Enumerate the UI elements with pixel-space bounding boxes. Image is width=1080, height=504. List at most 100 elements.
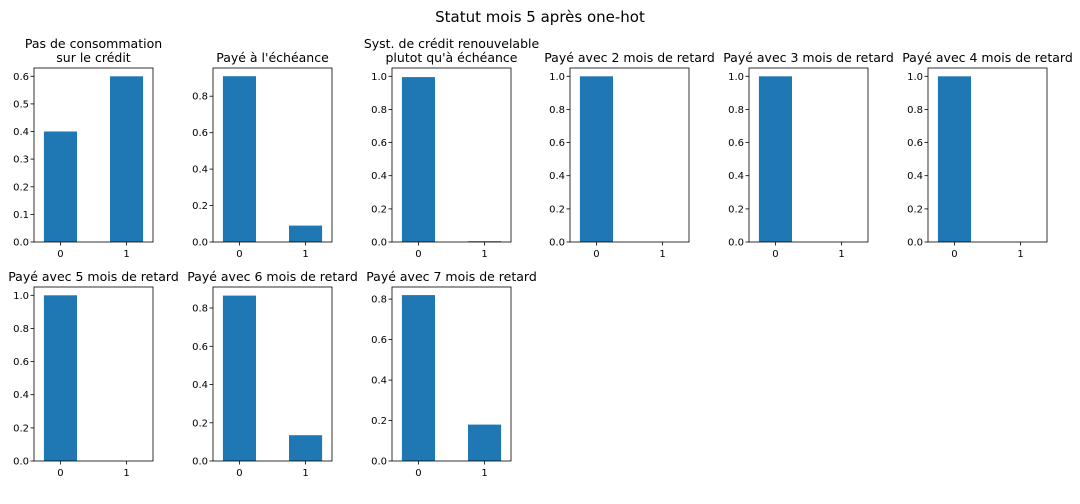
subplot-title: Payé avec 2 mois de retard	[544, 50, 715, 65]
y-tick-label: 0.2	[13, 423, 29, 434]
axes-frame	[748, 67, 869, 243]
bar-0	[937, 76, 971, 242]
x-tick-label: 0	[57, 468, 63, 479]
x-tick-label: 1	[123, 249, 129, 260]
y-tick-label: 0.0	[728, 238, 744, 249]
bar-0	[222, 76, 256, 242]
subplot-5: 0.0 0.2 0.4 0.6 0.8 1.0 0 1 Payé avec 3 mois de …	[723, 50, 894, 260]
y-tick-label: 0.4	[192, 165, 208, 176]
y-tick-label: 0.4	[371, 376, 387, 387]
x-tick-label: 0	[415, 468, 421, 479]
y-tick-label: 0.2	[728, 204, 744, 215]
subplot-4: 0.0 0.2 0.4 0.6 0.8 1.0 0 1 Payé avec 2 mois de …	[544, 50, 715, 260]
bar-0	[222, 295, 256, 461]
y-tick-label: 0.6	[371, 138, 387, 149]
bar-0	[401, 77, 435, 242]
y-tick-label: 0.2	[192, 418, 208, 429]
y-tick-label: 0.0	[371, 238, 387, 249]
y-tick-label: 0.8	[13, 324, 29, 335]
y-tick-label: 0.4	[192, 380, 208, 391]
y-tick-label: 0.0	[371, 457, 387, 468]
y-tick-label: 0.5	[13, 99, 29, 110]
subplot-9: 0.0 0.2 0.4 0.6 0.8 0 1 Payé avec 7 mois de ret…	[366, 269, 537, 479]
axes-frame	[33, 67, 154, 243]
y-tick-label: 0.6	[13, 72, 29, 83]
y-tick-label: 0.2	[192, 201, 208, 212]
y-tick-label: 0.2	[13, 182, 29, 193]
y-tick-label: 0.8	[371, 295, 387, 306]
bar-1	[110, 76, 144, 242]
subplot-title: Payé à l'échéance	[216, 50, 329, 65]
y-tick-label: 0.0	[907, 238, 923, 249]
bar-1	[468, 424, 502, 461]
y-tick-label: 0.1	[13, 210, 29, 221]
y-tick-label: 0.0	[192, 238, 208, 249]
bar-1	[289, 435, 323, 461]
y-tick-label: 0.6	[907, 138, 923, 149]
bar-0	[43, 131, 77, 242]
y-tick-label: 0.4	[907, 171, 923, 182]
subplot-7: 0.0 0.2 0.4 0.6 0.8 1.0 0 1 Payé avec 5 mois de …	[8, 269, 179, 479]
x-tick-label: 0	[951, 249, 957, 260]
subplot-8: 0.0 0.2 0.4 0.6 0.8 0 1 Payé avec 6 mois de ret…	[187, 269, 358, 479]
y-tick-label: 0.6	[13, 357, 29, 368]
x-tick-label: 1	[659, 249, 665, 260]
subplot-title: Syst. de crédit renouvelable plutot qu'à …	[364, 36, 540, 65]
y-tick-label: 0.0	[13, 238, 29, 249]
y-tick-label: 0.8	[907, 105, 923, 116]
y-tick-label: 0.0	[549, 238, 565, 249]
subplot-2: 0.0 0.2 0.4 0.6 0.8 0 1 Payé à l'échéance	[192, 50, 333, 260]
y-tick-label: 0.6	[728, 138, 744, 149]
y-tick-label: 1.0	[371, 72, 387, 83]
y-tick-label: 0.6	[192, 128, 208, 139]
y-tick-label: 0.0	[192, 457, 208, 468]
x-tick-label: 1	[1017, 249, 1023, 260]
x-tick-label: 1	[123, 468, 129, 479]
y-tick-label: 1.0	[13, 291, 29, 302]
axes-frame	[391, 67, 512, 243]
y-tick-label: 0.8	[728, 105, 744, 116]
axes-frame	[212, 67, 333, 243]
x-tick-label: 1	[302, 249, 308, 260]
y-tick-label: 1.0	[728, 72, 744, 83]
x-tick-label: 1	[481, 249, 487, 260]
bar-0	[401, 295, 435, 461]
axes-frame	[569, 67, 690, 243]
x-tick-label: 1	[481, 468, 487, 479]
y-tick-label: 0.0	[13, 457, 29, 468]
subplot-title: Payé avec 4 mois de retard	[902, 50, 1073, 65]
y-tick-label: 0.8	[549, 105, 565, 116]
subplot-title: Pas de consommation sur le crédit	[25, 36, 162, 65]
y-tick-label: 1.0	[549, 72, 565, 83]
y-tick-label: 0.8	[371, 105, 387, 116]
y-tick-label: 0.4	[13, 390, 29, 401]
y-tick-label: 0.6	[549, 138, 565, 149]
y-tick-label: 0.8	[192, 304, 208, 315]
subplot-1: 0.0 0.1 0.2 0.3 0.4 0.5 0.6 0 1 Pas de consommati…	[13, 36, 162, 260]
subplot-title: Payé avec 5 mois de retard	[8, 269, 179, 284]
y-tick-label: 0.3	[13, 155, 29, 166]
x-tick-label: 0	[236, 249, 242, 260]
y-tick-label: 0.4	[13, 127, 29, 138]
bar-0	[579, 76, 613, 242]
y-tick-label: 0.2	[371, 204, 387, 215]
y-tick-label: 0.2	[371, 416, 387, 427]
subplot-title: Payé avec 3 mois de retard	[723, 50, 894, 65]
x-tick-label: 1	[302, 468, 308, 479]
x-tick-label: 0	[772, 249, 778, 260]
bar-0	[43, 295, 77, 461]
y-tick-label: 0.4	[549, 171, 565, 182]
x-tick-label: 0	[236, 468, 242, 479]
bar-0	[758, 76, 792, 242]
figure-title: Statut mois 5 après one-hot	[435, 8, 645, 26]
axes-frame	[33, 286, 154, 462]
y-tick-label: 0.6	[192, 342, 208, 353]
x-tick-label: 0	[415, 249, 421, 260]
bar-1	[289, 225, 323, 242]
y-tick-label: 0.4	[728, 171, 744, 182]
x-tick-label: 0	[57, 249, 63, 260]
axes-frame	[927, 67, 1048, 243]
y-tick-label: 0.2	[907, 204, 923, 215]
